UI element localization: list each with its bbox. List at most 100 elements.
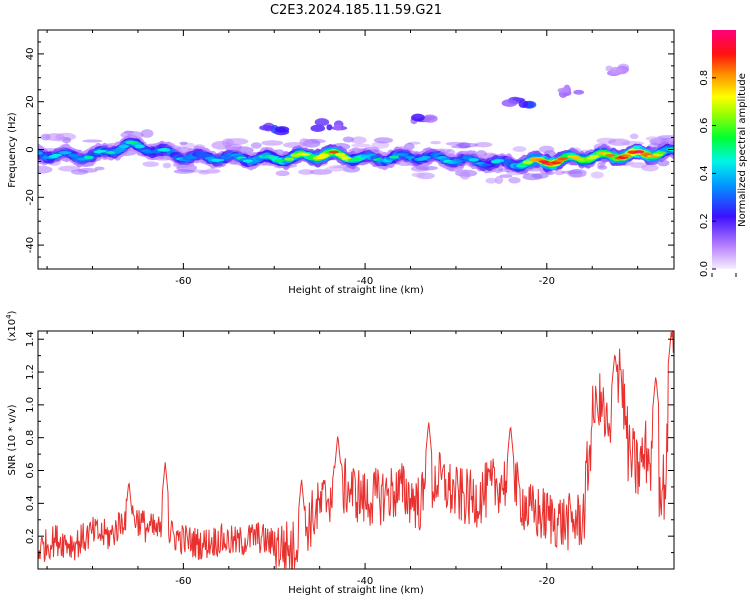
spectrogram-halo-blob bbox=[403, 142, 415, 151]
spectrogram-xtick-label: -40 bbox=[357, 276, 373, 287]
spectrogram-feature-blob bbox=[411, 113, 425, 122]
svg-text:(x104): (x104) bbox=[5, 310, 18, 341]
snr-multiplier: (x104) bbox=[5, 310, 18, 341]
spectrogram-halo-blob bbox=[494, 175, 504, 185]
snr-ylabel: SNR (10 * v/v) bbox=[7, 404, 18, 475]
spectrogram-band-segment bbox=[319, 153, 330, 158]
spectrogram-halo-blob bbox=[597, 165, 608, 170]
spectrogram-band-segment bbox=[160, 147, 171, 152]
spectrogram-halo-blob bbox=[508, 177, 521, 184]
colorbar-label: Normalized spectral amplitude bbox=[737, 73, 748, 227]
colorbar-gradient bbox=[712, 30, 736, 269]
snr-xtick-label: -40 bbox=[357, 576, 373, 587]
spectrogram-xlabel: Height of straight line (km) bbox=[288, 285, 424, 296]
spectrogram-feature-blob bbox=[518, 100, 529, 109]
spectrogram-halo-blob bbox=[474, 141, 493, 148]
spectrogram-halo-blob bbox=[275, 170, 290, 177]
spectrogram-feature-blob bbox=[310, 124, 326, 132]
spectrogram-halo-blob bbox=[538, 145, 555, 154]
colorbar: 0.0 0.2 0.4 0.6 0.8 Normalized spectral ampl… bbox=[699, 30, 748, 277]
spectrogram-halo-blob bbox=[222, 138, 234, 148]
spectrogram-band-segment bbox=[605, 154, 616, 157]
spectrogram-halo-blob bbox=[522, 173, 543, 181]
spectrogram-band-segment bbox=[274, 159, 285, 163]
spectrogram-band-segment bbox=[61, 151, 72, 155]
snr-multiplier-base: (x10 bbox=[7, 319, 18, 342]
snr-ytick-label: 1.4 bbox=[25, 331, 36, 347]
spectrogram-halo-blob bbox=[411, 172, 426, 178]
spectrogram-band-segment bbox=[420, 155, 432, 159]
spectrogram-halo-blob bbox=[298, 169, 315, 175]
spectrogram-band-segment bbox=[522, 160, 533, 165]
snr-xlabel: Height of straight line (km) bbox=[288, 585, 424, 596]
spectrogram-halo-blob bbox=[179, 141, 188, 145]
spectrogram-halo-blob bbox=[512, 146, 527, 153]
spectrogram-feature-blob bbox=[314, 118, 330, 126]
spectrogram-halo-blob bbox=[250, 142, 262, 149]
spectrogram-halo-blob bbox=[140, 129, 154, 138]
spectrogram-band-segment bbox=[468, 158, 479, 162]
spectrogram-band-segment bbox=[389, 155, 400, 159]
spectrogram-halo-blob bbox=[657, 135, 674, 140]
spectrogram-band-segment bbox=[118, 144, 129, 149]
snr-multiplier-exp: 4 bbox=[5, 314, 13, 319]
spectrogram-band-segment bbox=[284, 157, 295, 161]
spectrogram-halo-blob bbox=[590, 171, 604, 179]
spectrogram-halo-blob bbox=[499, 174, 513, 178]
spectrogram-feature-blob bbox=[501, 99, 518, 107]
spectrogram-halo-blob bbox=[71, 169, 89, 175]
spectrogram-feature-blob bbox=[275, 126, 290, 133]
spectrogram-feature-blob bbox=[609, 66, 622, 74]
spectrogram-band-segment bbox=[398, 153, 409, 157]
colorbar-tick-label: 0.8 bbox=[699, 70, 710, 86]
spectrogram-band-segment bbox=[96, 149, 107, 153]
spectrogram-band-segment bbox=[198, 153, 209, 157]
spectrogram-halo-blob bbox=[205, 168, 221, 174]
spectrogram-band-segment bbox=[481, 163, 492, 167]
snr-ytick-label: 0.6 bbox=[25, 463, 36, 479]
spectrogram-halo-blob bbox=[485, 177, 498, 184]
spectrogram-band-segment bbox=[185, 155, 196, 160]
spectrogram-ytick-label: -20 bbox=[25, 189, 36, 205]
snr-ytick-label: 1.2 bbox=[25, 364, 36, 380]
colorbar-tick-label: 0.6 bbox=[699, 118, 710, 134]
spectrogram-band-segment bbox=[328, 150, 339, 154]
spectrogram-band-segment bbox=[404, 155, 416, 159]
colorbar-tick-label: 0.0 bbox=[699, 261, 710, 277]
figure-title: C2E3.2024.185.11.59.G21 bbox=[270, 3, 442, 18]
spectrogram-xtick-label: -60 bbox=[175, 276, 191, 287]
spectrogram-feature-blob bbox=[326, 124, 333, 131]
spectrogram-halo-blob bbox=[328, 165, 349, 169]
spectrogram-feature-blob bbox=[422, 114, 438, 123]
spectrogram-halo-blob bbox=[554, 170, 565, 176]
spectrogram-band-segment bbox=[656, 151, 667, 155]
spectrogram-halo-blob bbox=[38, 165, 53, 174]
colorbar-tick-label: 0.4 bbox=[699, 165, 710, 181]
spectrogram-band-segment bbox=[300, 153, 311, 156]
spectrogram-xtick-label: -20 bbox=[539, 276, 555, 287]
snr-frame bbox=[37, 330, 675, 570]
spectrogram-band-segment bbox=[67, 153, 79, 158]
spectrogram-halo-blob bbox=[430, 140, 442, 145]
spectrogram-halo-blob bbox=[261, 140, 284, 146]
spectrogram-halo-blob bbox=[459, 170, 471, 180]
colorbar-ticks: 0.0 0.2 0.4 0.6 0.8 bbox=[699, 70, 737, 277]
spectrogram-halo-blob bbox=[645, 136, 660, 141]
snr-ytick-label: 1.0 bbox=[25, 397, 36, 413]
spectrogram-band-segment bbox=[38, 151, 44, 155]
spectrogram-axes: -60 -40 -20 -40 -20 0 20 40 bbox=[25, 29, 674, 287]
spectrogram-band-segment bbox=[242, 159, 253, 163]
spectrogram-halo-blob bbox=[309, 169, 333, 175]
spectrogram-halo-blob bbox=[351, 143, 371, 148]
snr-ytick-label: 0.8 bbox=[25, 430, 36, 446]
spectrogram-ytick-label: 40 bbox=[25, 48, 36, 61]
spectrogram-heatmap bbox=[38, 63, 674, 185]
snr-ytick-label: 0.4 bbox=[25, 495, 36, 511]
spectrogram-feature-blob bbox=[259, 124, 274, 131]
spectrogram-feature-blob bbox=[557, 87, 570, 94]
spectrogram-band-segment bbox=[360, 154, 371, 158]
spectrogram-halo-blob bbox=[342, 136, 355, 143]
spectrogram-halo-blob bbox=[162, 162, 172, 169]
spectrogram-band-segment bbox=[214, 158, 225, 162]
spectrogram-band-segment bbox=[51, 153, 63, 157]
